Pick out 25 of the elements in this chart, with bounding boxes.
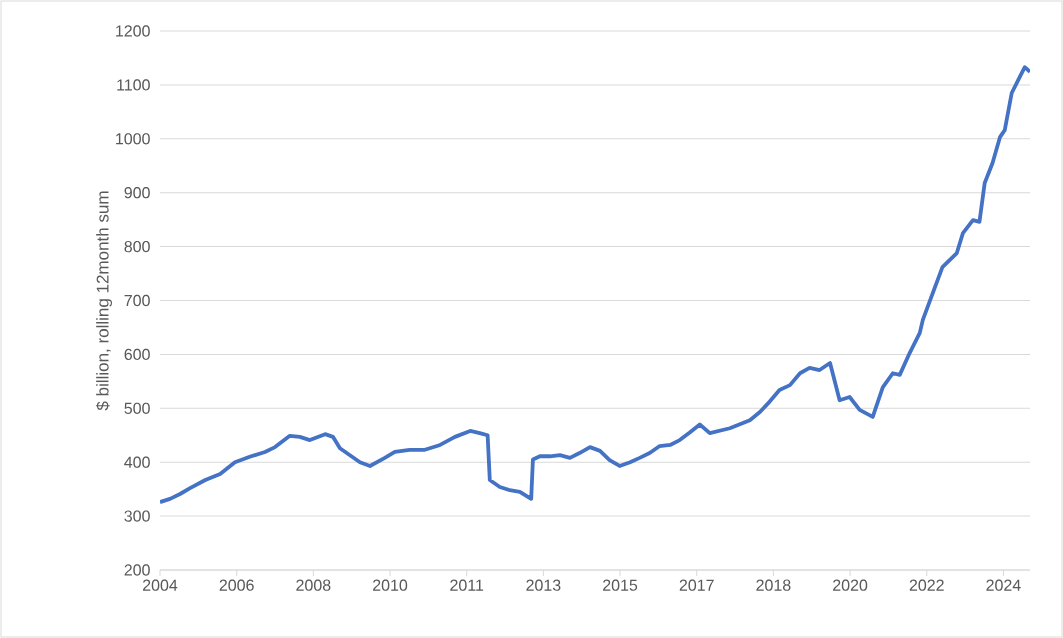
y-tick-label: 600 <box>124 348 150 361</box>
line-series <box>160 65 1031 504</box>
x-tick-label: 2006 <box>219 579 254 591</box>
y-tick-label: 400 <box>124 456 150 468</box>
x-tick-label: 2004 <box>143 579 178 591</box>
y-tick-label: 700 <box>124 294 150 307</box>
y-tick-label: 900 <box>124 187 150 199</box>
x-tick-label: 2013 <box>526 579 561 591</box>
x-tick-label: 2017 <box>679 579 714 591</box>
x-tick-label: 2015 <box>603 579 638 591</box>
x-tick-label: 2010 <box>373 579 408 591</box>
x-tick-label: 2008 <box>296 579 331 591</box>
x-tick-label: 2011 <box>450 579 484 591</box>
y-tick-label: 1100 <box>117 79 150 91</box>
y-axis-title: $ billion, rolling 12month sum <box>95 191 113 411</box>
y-tick-label: 1200 <box>116 25 150 37</box>
x-tick-label: 2020 <box>833 579 868 591</box>
x-tick-label: 2024 <box>986 579 1021 591</box>
y-tick-label: 500 <box>124 402 150 414</box>
x-tick-label: 2018 <box>756 579 791 591</box>
y-tick-label: 300 <box>124 510 150 522</box>
y-tick-label: 200 <box>124 564 150 576</box>
y-tick-label: 1000 <box>116 133 150 145</box>
x-tick-label: 2022 <box>909 579 944 591</box>
y-tick-label: 800 <box>124 240 150 253</box>
